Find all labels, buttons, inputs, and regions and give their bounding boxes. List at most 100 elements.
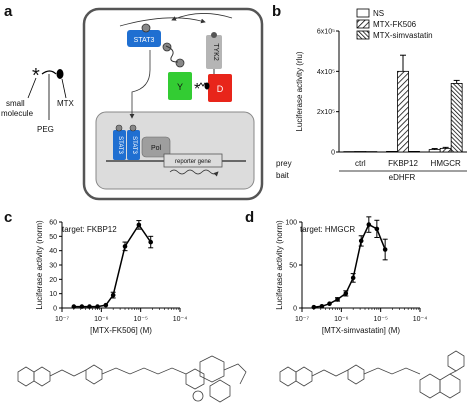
x-tick-label: 10⁻⁵: [373, 316, 387, 323]
bait-value: eDHFR: [389, 173, 416, 182]
y-tick-label: 40: [49, 248, 57, 255]
y-tick-label: 10: [49, 291, 57, 298]
data-point: [327, 301, 332, 307]
y-axis-label: Luciferase activity (rlu): [295, 51, 304, 131]
y-label: Y: [177, 82, 183, 92]
tyk2-label: TYK2: [212, 43, 219, 61]
y-axis-label: Luciferase activity (norm): [275, 220, 284, 310]
x-tick-label: 10⁻⁷: [55, 316, 69, 323]
panel-b: b 0 2x10⁵ 4x10⁵ 6x10⁵ Luciferase activity (r…: [272, 3, 467, 182]
data-point: [122, 244, 128, 249]
data-point: [103, 302, 109, 308]
panel-a-label: a: [4, 3, 13, 20]
peg-label: PEG: [37, 125, 54, 134]
data-point: [87, 304, 92, 309]
mtx-icon: [56, 69, 64, 79]
prey-group-label: ctrl: [355, 159, 366, 168]
data-point: [148, 239, 154, 245]
small-molecule-line-2: molecule: [1, 109, 34, 118]
bar: [397, 70, 409, 153]
stat3-dimer-label: STAT3: [117, 136, 123, 154]
series-line: [313, 223, 386, 308]
phospho-icon: [175, 58, 185, 68]
x-tick-label: 10⁻⁶: [94, 316, 108, 323]
data-point: [110, 292, 116, 298]
prey-label: prey: [276, 159, 292, 168]
x-tick-label: 10⁻⁴: [173, 316, 188, 323]
data-point: [136, 222, 142, 228]
panel-d: d target: HMGCR 0 50 100 10⁻⁷ 10⁻⁶ 10⁻⁵ 10⁻⁴ [M…: [245, 209, 427, 335]
legend-swatch: [356, 19, 370, 29]
data-point: [319, 303, 325, 309]
bar: [354, 151, 367, 153]
data-point: [382, 247, 388, 252]
legend-swatch: [356, 8, 370, 18]
phospho-icon: [141, 23, 151, 33]
data-point: [374, 226, 380, 232]
y-tick-label: 60: [49, 220, 57, 227]
mtx-label: MTX: [57, 99, 75, 108]
data-point: [350, 275, 356, 281]
x-axis-label: [MTX-FK506] (M): [90, 326, 152, 335]
dose-response-chart: 0 50 100 10⁻⁷ 10⁻⁶ 10⁻⁵ 10⁻⁴ [MTX-simvastatin] …: [275, 216, 428, 335]
y-tick-label: 20: [49, 277, 57, 284]
data-point: [79, 304, 85, 309]
data-point: [335, 297, 340, 302]
bar: [439, 147, 452, 153]
y-tick-label: 50: [289, 263, 297, 270]
y-tick-label: 0: [331, 150, 335, 157]
x-tick-label: 10⁻⁶: [334, 316, 348, 323]
bar: [408, 150, 420, 153]
d-box: [208, 74, 232, 102]
small-molecule-line-1: small: [6, 99, 25, 108]
molecule-schematic: * small molecule PEG MTX: [1, 65, 75, 134]
structure-mtx-simvastatin-icon: [279, 350, 465, 399]
panel-c: c target: FKBP12 0 10 20 30 40 50 60 10⁻⁷ 10⁻⁶ 10…: [4, 209, 187, 335]
stat3-dimer-label: STAT3: [131, 136, 137, 154]
y-tick-label: 6x10⁵: [317, 29, 335, 36]
prey-group-label: FKBP12: [388, 159, 418, 168]
pol-box: [141, 136, 171, 158]
y-tick-label: 30: [49, 263, 57, 270]
pol-label: Pol: [151, 145, 162, 152]
x-tick-label: 10⁻⁷: [295, 316, 309, 323]
y-tick-label: 50: [49, 234, 57, 241]
data-point: [358, 238, 364, 244]
target-annotation: target: HMGCR: [300, 225, 355, 234]
legend-swatch: [356, 30, 370, 40]
mrna-wave: [169, 169, 219, 177]
data-point: [71, 304, 77, 309]
panel-a: a * small molecule PEG MTX STAT3: [1, 3, 264, 201]
data-point: [311, 304, 317, 310]
legend-label: MTX-simvastatin: [373, 31, 433, 40]
data-point: [343, 291, 349, 296]
stat3-box: [127, 30, 161, 47]
phospho-icon: [162, 42, 172, 52]
prey-groups: ctrl FKBP12 HMGCR: [355, 159, 461, 168]
cell-diagram: STAT3 TYK2 Y D * STAT3 STAT3 Pol: [82, 7, 264, 201]
x-tick-label: 10⁻⁴: [413, 316, 428, 323]
prey-group-label: HMGCR: [431, 159, 461, 168]
data-point: [366, 222, 372, 227]
cell-outline: [82, 7, 264, 201]
y-axis-label: Luciferase activity (norm): [35, 220, 44, 310]
tyk2-box: [206, 35, 222, 69]
data-point: [95, 304, 100, 309]
small-molecule-label: small molecule: [1, 99, 34, 118]
receptor-chain: [165, 45, 179, 63]
panel-b-label: b: [272, 3, 281, 20]
y-tick-label: 0: [53, 306, 57, 313]
bar-chart: 0 2x10⁵ 4x10⁵ 6x10⁵ Luciferase activity (rlu…: [295, 8, 467, 157]
bar: [386, 150, 398, 153]
panel-d-label: d: [245, 209, 254, 226]
x-axis-label: [MTX-simvastatin] (M): [322, 326, 401, 335]
stat3-label: STAT3: [134, 37, 155, 44]
bar: [450, 83, 463, 153]
y-box: [168, 72, 192, 100]
bar: [428, 149, 441, 153]
y-tick-label: 0: [293, 306, 297, 313]
panel-c-label: c: [4, 209, 12, 226]
legend-label: MTX-FK506: [373, 20, 417, 29]
asterisk-icon: *: [194, 81, 200, 98]
